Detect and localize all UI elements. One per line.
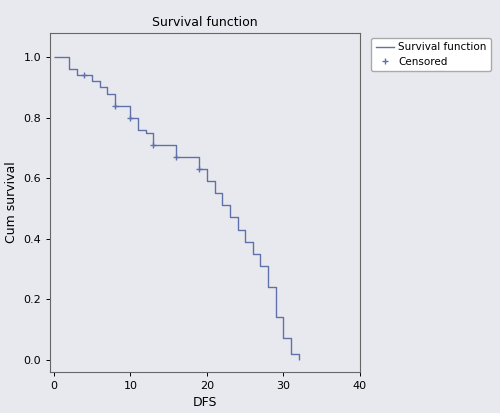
Title: Survival function: Survival function: [152, 16, 258, 29]
Legend: Survival function, Censored: Survival function, Censored: [372, 38, 491, 71]
Y-axis label: Cum survival: Cum survival: [4, 161, 18, 243]
X-axis label: DFS: DFS: [193, 396, 217, 409]
